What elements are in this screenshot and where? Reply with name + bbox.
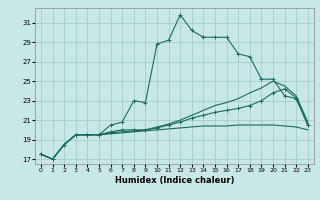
X-axis label: Humidex (Indice chaleur): Humidex (Indice chaleur) — [115, 176, 234, 185]
